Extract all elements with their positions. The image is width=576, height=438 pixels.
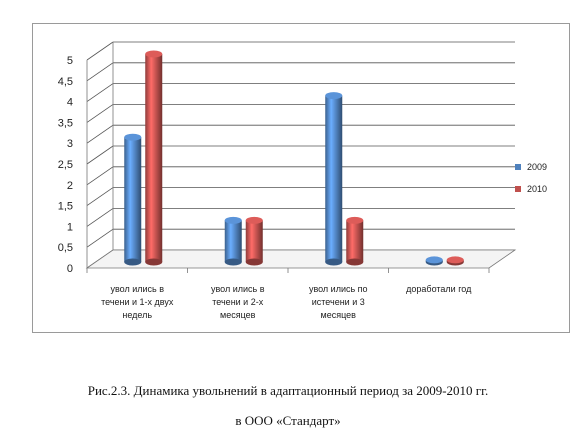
bar-chart: 0 0,5 1 1,5 2 2,5 3 3,5 4 4,5 5 увол ились в течени … [58, 41, 547, 320]
bar-2009-0 [124, 133, 142, 266]
y-tick-label: 1,5 [58, 201, 73, 213]
category-label: доработали год [406, 284, 472, 294]
gridline-side [86, 124, 114, 144]
figure-caption: Рис.2.3. Динамика увольнений в адаптацио… [87, 383, 489, 398]
bar-2010-1 [245, 216, 263, 266]
legend-swatch-2009 [515, 164, 521, 170]
bar-2009-3 [425, 256, 443, 266]
legend-label-2009: 2009 [527, 162, 547, 172]
chart-floor [85, 249, 517, 269]
gridline-side [86, 228, 114, 248]
category-label: течени и 2-х [212, 297, 263, 307]
gridline-side [86, 41, 114, 61]
category-label: увол ились по [309, 284, 368, 294]
y-tick-label: 0 [67, 263, 73, 275]
gridline-side [86, 83, 114, 102]
category-label: недель [122, 310, 152, 320]
bar-2010-3 [446, 256, 464, 266]
chart-area: 0 0,5 1 1,5 2 2,5 3 3,5 4 4,5 5 увол ились в течени … [32, 23, 570, 333]
category-label: месяцев [321, 310, 357, 320]
y-tick-label: 2 [67, 180, 73, 192]
figure-caption-org: в ООО «Стандарт» [235, 413, 341, 428]
y-tick-label: 4 [67, 97, 73, 109]
gridline-side [86, 62, 114, 82]
category-label: увол ились в [211, 284, 265, 294]
bar-2010-0 [145, 50, 163, 266]
y-tick-label: 2,5 [58, 159, 73, 171]
y-tick-label: 3 [67, 138, 73, 150]
gridline-side [86, 145, 114, 165]
gridline-side [86, 187, 114, 206]
category-label: месяцев [220, 310, 256, 320]
category-label: увол ились в [110, 284, 164, 294]
bar-2009-2 [325, 92, 343, 266]
y-tick-label: 4,5 [58, 76, 73, 88]
gridline-side [86, 166, 114, 186]
category-label: течени и 1-х двух [101, 297, 174, 307]
category-label: истечени и 3 [312, 297, 365, 307]
y-tick-label: 0,5 [58, 242, 73, 254]
y-tick-label: 5 [67, 55, 73, 67]
gridline-side [86, 104, 114, 123]
y-tick-label: 3,5 [58, 117, 73, 129]
legend-swatch-2010 [515, 186, 521, 192]
bar-2009-1 [224, 216, 242, 266]
gridline-side [86, 208, 114, 227]
legend-label-2010: 2010 [527, 184, 547, 194]
bar-2010-2 [346, 216, 364, 266]
y-tick-label: 1 [67, 221, 73, 233]
